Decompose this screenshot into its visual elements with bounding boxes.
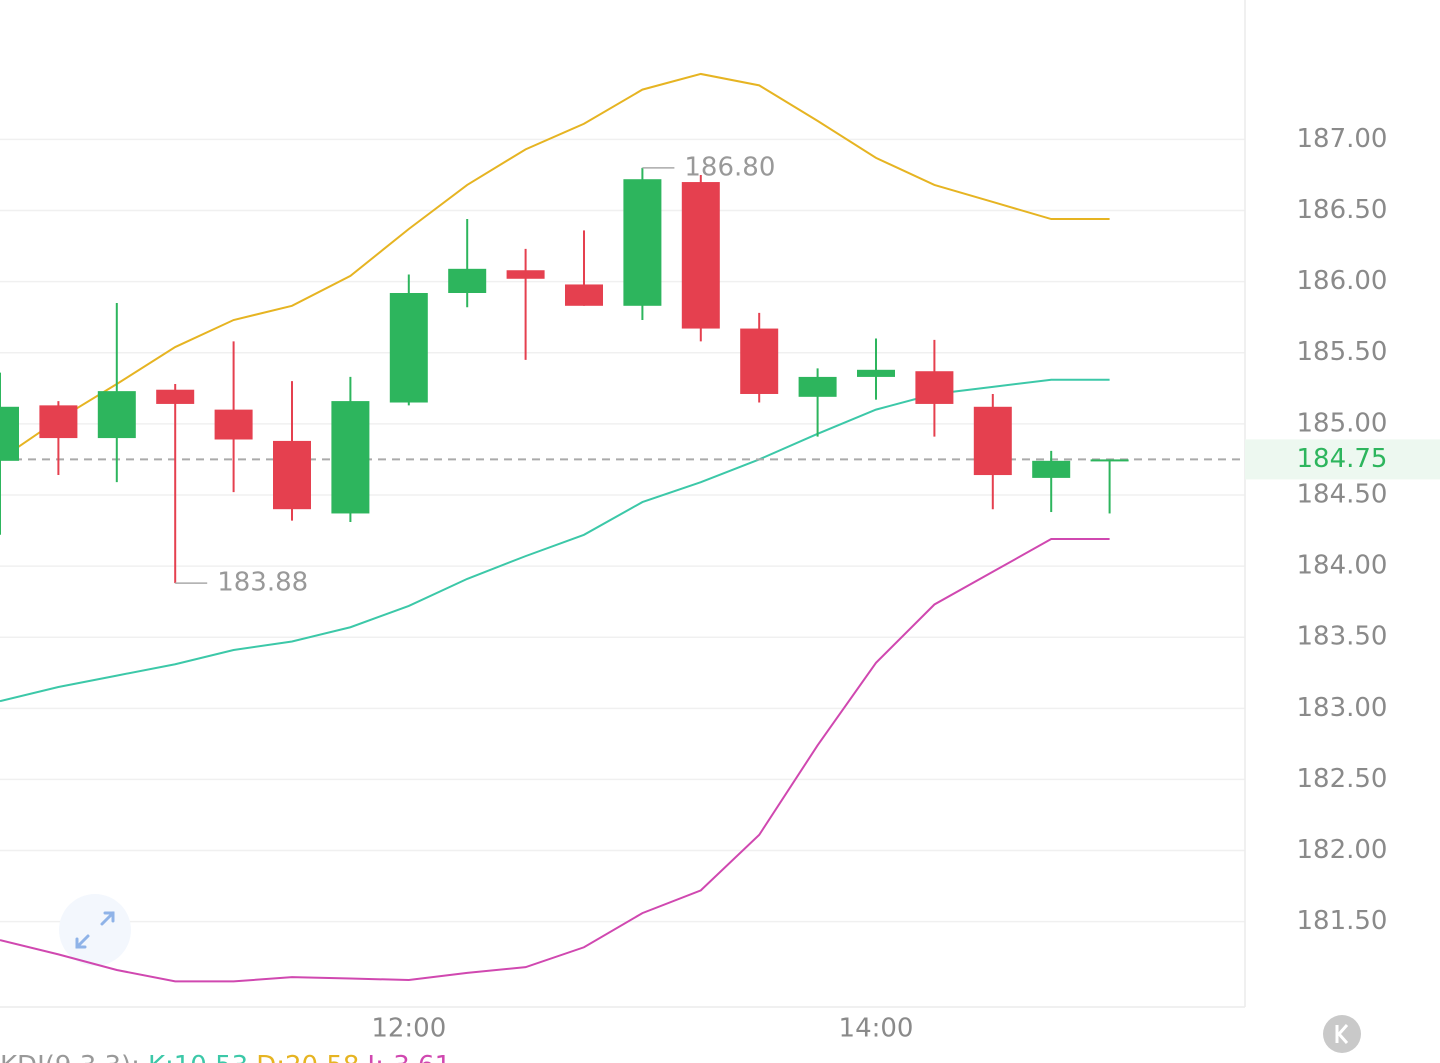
candle-body	[506, 270, 545, 279]
y-tick-label: 187.00	[1297, 124, 1388, 154]
x-tick-label: 12:00	[371, 1014, 446, 1044]
y-tick-label: 186.50	[1297, 195, 1388, 225]
y-tick-label: 185.50	[1297, 337, 1388, 367]
expand-icon	[75, 911, 115, 949]
candle-body	[681, 182, 720, 329]
candle-body	[740, 328, 779, 394]
candle-body	[0, 406, 19, 461]
band-line	[0, 378, 1110, 703]
indicator-legend: KDJ(9,3,3): K:10.53 D:20.58 J:-3.61	[0, 1051, 451, 1063]
x-tick-label: 14:00	[839, 1014, 914, 1044]
expand-button[interactable]	[59, 894, 131, 966]
candle-body	[273, 440, 311, 510]
candle-body	[915, 371, 954, 404]
band-line	[0, 538, 1110, 983]
y-tick-label: 181.50	[1297, 906, 1388, 936]
y-tick-label: 183.50	[1297, 622, 1388, 652]
candle-body	[623, 179, 662, 306]
last-price-bg	[1245, 439, 1440, 480]
y-tick-label: 183.00	[1297, 693, 1388, 723]
y-tick-label: 185.00	[1297, 408, 1388, 438]
y-tick-label: 182.50	[1297, 764, 1388, 794]
candle-body	[565, 284, 603, 306]
k-icon	[1335, 1024, 1349, 1044]
low-annotation: 183.88	[217, 568, 308, 598]
candle-body	[97, 391, 136, 439]
candle-body	[214, 409, 253, 440]
candle-body	[39, 405, 78, 439]
y-tick-label: 184.50	[1297, 479, 1388, 509]
grid	[0, 138, 1245, 923]
candle-body	[1032, 460, 1071, 478]
expand-button-bg	[59, 894, 131, 966]
indicator-item: K:10.53	[148, 1051, 248, 1063]
candle-body	[156, 389, 195, 404]
indicator-item: KDJ(9,3,3):	[0, 1051, 140, 1063]
candle-body	[973, 406, 1012, 476]
indicator-item: J:-3.61	[365, 1051, 451, 1063]
y-tick-label: 186.00	[1297, 266, 1388, 296]
k-button[interactable]	[1323, 1015, 1361, 1053]
candle-body	[331, 401, 370, 514]
candle-body	[857, 369, 895, 377]
candle-body	[389, 292, 428, 403]
last-price-label: 184.75	[1297, 444, 1388, 474]
high-annotation: 186.80	[684, 152, 775, 182]
y-tick-label: 184.00	[1297, 551, 1388, 581]
indicator-item: D:20.58	[256, 1051, 359, 1063]
band-line	[0, 72, 1110, 461]
y-tick-label: 182.00	[1297, 835, 1388, 865]
candle-body	[448, 268, 487, 293]
candle-body	[1090, 459, 1129, 462]
candle-body	[798, 376, 837, 397]
k-button-bg	[1323, 1015, 1361, 1053]
